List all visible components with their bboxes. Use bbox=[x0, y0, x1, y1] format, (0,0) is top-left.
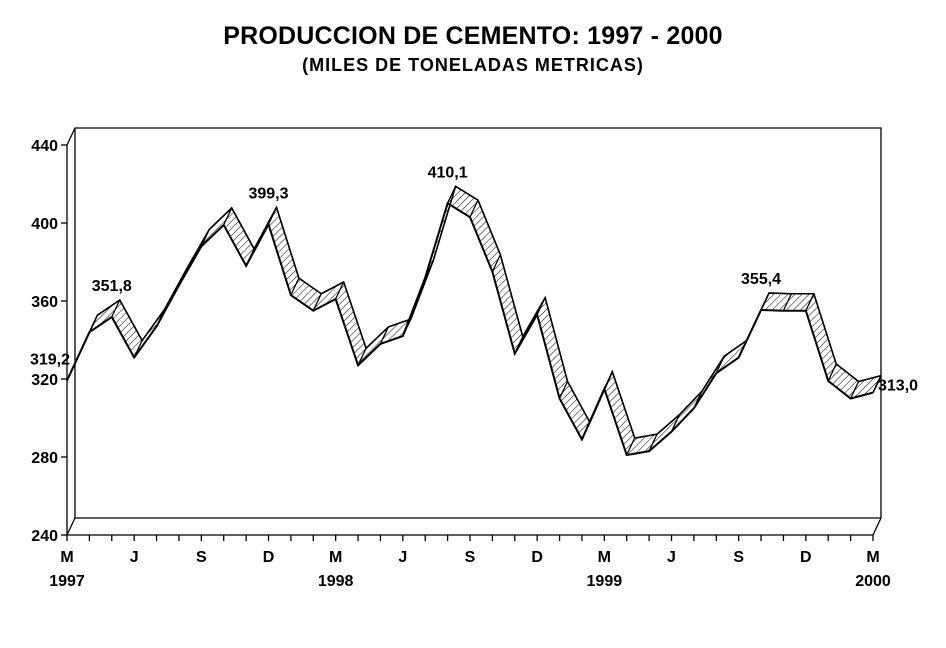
x-tick-label: J bbox=[398, 549, 407, 566]
data-label: 399,3 bbox=[248, 185, 288, 202]
x-tick-label: D bbox=[531, 549, 543, 566]
series-line bbox=[66, 201, 874, 457]
x-tick-label: S bbox=[465, 549, 476, 566]
x-tick-label: M bbox=[329, 549, 342, 566]
depth-edge-bottom-right bbox=[872, 517, 882, 536]
series-end-cap bbox=[872, 375, 882, 393]
data-label: 355,4 bbox=[741, 271, 781, 288]
y-tick-label: 400 bbox=[31, 216, 58, 233]
depth-edge-bottom-left bbox=[66, 517, 76, 536]
x-tick-label: D bbox=[263, 549, 275, 566]
x-tick-label: S bbox=[733, 549, 744, 566]
x-tick-label: D bbox=[800, 549, 812, 566]
back-wall-frame bbox=[74, 127, 882, 518]
x-year-label: 2000 bbox=[855, 573, 891, 590]
x-year-label: 1999 bbox=[587, 573, 623, 590]
data-label: 351,8 bbox=[92, 278, 132, 295]
y-tick-label: 360 bbox=[31, 294, 58, 311]
series-start-cap bbox=[66, 363, 76, 381]
chart-subtitle: (MILES DE TONELADAS METRICAS) bbox=[302, 55, 644, 75]
x-tick-label: S bbox=[196, 549, 207, 566]
x-tick-label: J bbox=[130, 549, 139, 566]
y-tick-label: 320 bbox=[31, 372, 58, 389]
x-tick-label: M bbox=[60, 549, 73, 566]
x-tick-label: J bbox=[667, 549, 676, 566]
data-label: 319,2 bbox=[30, 352, 70, 369]
x-year-label: 1997 bbox=[49, 573, 85, 590]
x-year-label: 1998 bbox=[318, 573, 354, 590]
y-tick-label: 280 bbox=[31, 450, 58, 467]
data-label: 313,0 bbox=[878, 378, 918, 395]
x-tick-label: M bbox=[866, 549, 879, 566]
depth-edge-top-left bbox=[66, 127, 76, 146]
x-tick-label: M bbox=[598, 549, 611, 566]
data-label: 410,1 bbox=[428, 164, 468, 181]
y-tick-label: 240 bbox=[31, 528, 58, 545]
y-tick-label: 440 bbox=[31, 138, 58, 155]
plot-background bbox=[67, 128, 881, 535]
chart-title: PRODUCCION DE CEMENTO: 1997 - 2000 bbox=[223, 22, 723, 50]
